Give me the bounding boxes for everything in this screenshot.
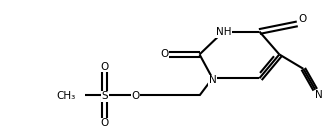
Text: O: O [160, 49, 169, 59]
Text: O: O [298, 14, 307, 24]
Text: S: S [101, 91, 108, 102]
Text: O: O [132, 91, 140, 102]
Text: O: O [101, 62, 109, 72]
Text: H: H [220, 27, 227, 36]
Text: N: N [209, 75, 216, 85]
Text: O: O [101, 118, 109, 128]
Text: N: N [315, 90, 323, 100]
Text: NH: NH [216, 28, 231, 38]
Text: CH₃: CH₃ [56, 91, 75, 102]
